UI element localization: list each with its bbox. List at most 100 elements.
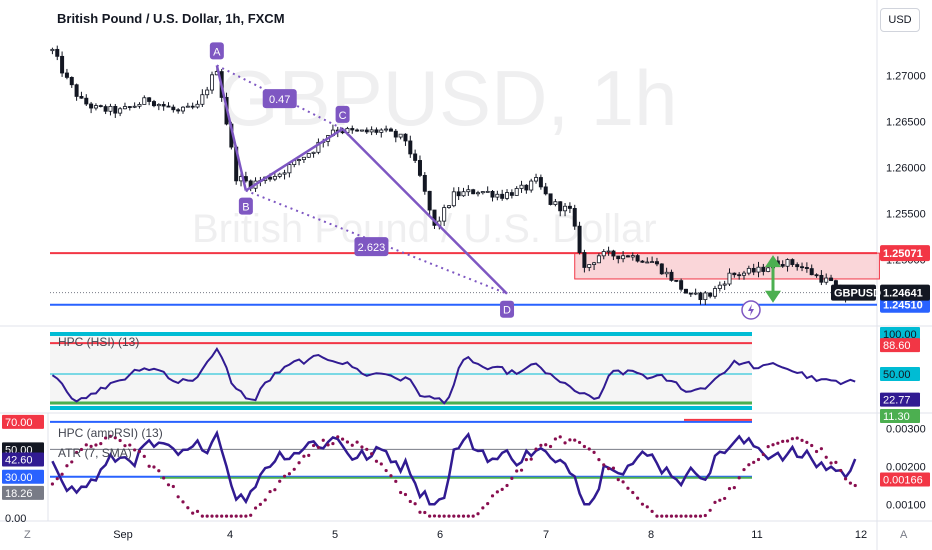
- candle: [630, 255, 635, 258]
- candle: [514, 188, 519, 196]
- candle: [785, 259, 790, 267]
- atr-dot: [824, 455, 828, 459]
- pattern-point-badge: [209, 42, 224, 60]
- candle: [137, 104, 142, 107]
- candle: [780, 264, 785, 267]
- candle: [84, 97, 89, 105]
- atr-dot: [558, 435, 562, 439]
- atr-dot: [326, 443, 330, 447]
- atr-dot: [133, 448, 137, 452]
- atr-dot: [582, 444, 587, 449]
- y-tick-label: 1.27000: [886, 71, 926, 83]
- hsi-axis-label-text: 88.60: [883, 340, 911, 352]
- rsi-left-label: 18.26: [5, 488, 33, 500]
- candle: [166, 105, 171, 108]
- atr-dot: [665, 514, 669, 518]
- candle: [359, 129, 364, 132]
- atr-dot: [553, 437, 557, 441]
- resistance-price-label: 1.25071: [880, 245, 930, 262]
- arrow-head-up: [765, 255, 781, 268]
- resistance-price-label-bg: [880, 245, 930, 262]
- hsi-axis-label-text: 22.77: [883, 395, 911, 407]
- atr-dot: [345, 440, 350, 444]
- atr-dot: [60, 472, 64, 476]
- atr-dot: [79, 447, 84, 452]
- atr-dot: [108, 434, 113, 438]
- atr-dot: [152, 465, 156, 469]
- candle: [50, 48, 55, 52]
- atr-dot: [220, 514, 224, 518]
- atr-dot: [810, 443, 814, 448]
- atr-dot: [771, 443, 775, 447]
- atr-dot: [263, 498, 267, 502]
- candle: [703, 292, 708, 301]
- candle: [422, 174, 427, 192]
- x-tick-label: 4: [227, 529, 233, 541]
- hsi-axis-label: 11.30: [880, 408, 920, 423]
- currency-button[interactable]: USD: [880, 8, 920, 32]
- candle: [592, 262, 597, 265]
- atr-dot: [418, 510, 422, 514]
- atr-dot: [374, 459, 379, 463]
- atr-dot: [403, 492, 408, 497]
- support-price-label: 1.24510: [880, 296, 930, 313]
- atr-dot: [360, 445, 364, 449]
- atr-dot: [384, 468, 388, 473]
- candle: [732, 272, 737, 276]
- atr-dot: [70, 460, 74, 464]
- candle: [287, 164, 292, 174]
- atr-dot: [128, 443, 132, 447]
- atr-dot: [674, 514, 678, 518]
- atr-y-tick: 0.00200: [886, 462, 926, 474]
- pattern-point-badge: [500, 300, 515, 318]
- candle: [74, 84, 79, 97]
- atr-dot: [703, 513, 707, 518]
- y-tick-label: 1.26000: [886, 163, 926, 175]
- atr-dot: [215, 514, 219, 518]
- atr-dot: [331, 441, 335, 446]
- atr-dot: [350, 443, 354, 447]
- atr-dot: [510, 476, 514, 480]
- candle: [674, 279, 679, 282]
- atr-dot: [423, 510, 427, 515]
- atr-dot: [113, 436, 117, 440]
- candle: [809, 268, 814, 276]
- amprsi-indicator-title[interactable]: HPC (ampRSI) (13): [58, 426, 163, 440]
- candle: [282, 172, 287, 175]
- atr-dot: [790, 437, 794, 441]
- candle: [113, 105, 118, 114]
- hsi-indicator-title[interactable]: HPC (HSI) (13): [58, 335, 140, 349]
- atr-indicator-title[interactable]: ATR (7, SMA): [58, 446, 132, 460]
- atr-y-tick: 0.00100: [886, 500, 926, 512]
- candle: [746, 267, 751, 274]
- candle: [132, 105, 137, 108]
- atr-dot: [452, 514, 456, 518]
- atr-dot: [548, 444, 553, 449]
- candle: [122, 106, 127, 110]
- atr-dot: [457, 514, 461, 518]
- hsi-axis-label-bg: [880, 392, 920, 407]
- candle: [190, 105, 195, 108]
- hsi-axis-label-text: 11.30: [883, 411, 910, 423]
- lightning-icon: [741, 300, 761, 320]
- amprsi-line: [51, 429, 857, 506]
- atr-dot: [157, 469, 161, 473]
- candle: [316, 141, 321, 153]
- atr-dot: [660, 514, 664, 518]
- atr-dot: [287, 472, 291, 476]
- candle: [524, 184, 529, 191]
- atr-dot: [805, 440, 809, 444]
- atr-dot: [785, 439, 790, 443]
- candle: [766, 267, 771, 272]
- candle: [495, 193, 500, 198]
- candle: [751, 267, 756, 273]
- atr-y-tick: 0.00300: [886, 423, 926, 435]
- candle: [369, 129, 374, 133]
- candle: [712, 288, 717, 297]
- candle: [761, 266, 766, 272]
- candle: [413, 153, 418, 161]
- atr-dot: [621, 480, 625, 484]
- candle: [277, 173, 282, 177]
